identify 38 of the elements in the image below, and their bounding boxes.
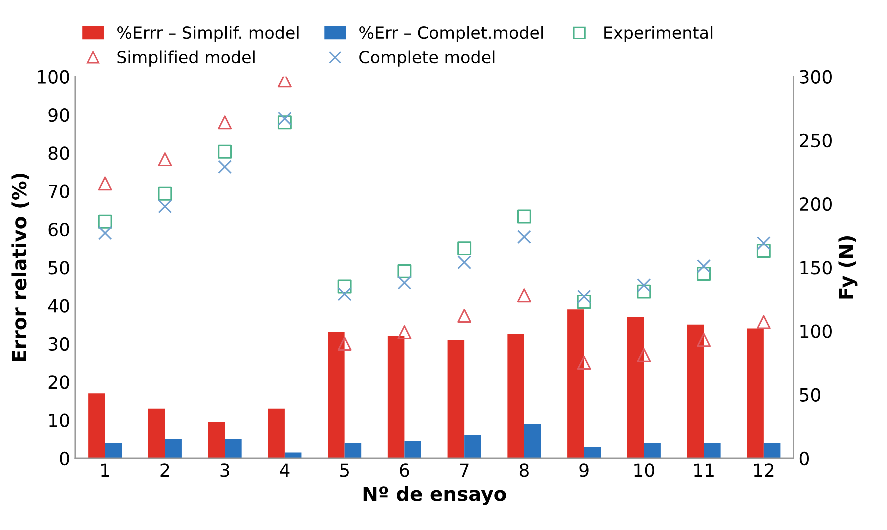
y-tick-label: 90: [48, 108, 70, 122]
legend-label: %Errr – Simplif. model: [118, 26, 299, 42]
y2-tick-label: 0: [800, 452, 810, 466]
y2-tick-label: 300: [800, 70, 832, 84]
legend-label: Experimental: [604, 26, 713, 42]
y-tick-label: 30: [48, 337, 70, 352]
y2-tick-label: 200: [800, 198, 832, 212]
x-tick-label: 12: [754, 464, 774, 478]
legend-label: %Err – Complet.model: [360, 26, 544, 42]
x-tick-label: 4: [280, 464, 290, 478]
x-tick-label: 3: [220, 464, 230, 478]
y2-tick-label: 250: [800, 134, 832, 148]
x-tick-label: 1: [102, 464, 110, 478]
legend-label: Complete model: [360, 50, 495, 67]
x-tick-label: 8: [520, 464, 529, 478]
x-axis-title: Nº de ensayo: [364, 486, 506, 506]
y-tick-label: 60: [48, 222, 70, 237]
x-tick-label: 6: [400, 464, 410, 478]
y-axis-title: Error relativo (%): [12, 174, 30, 362]
y2-tick-label: 100: [800, 324, 832, 338]
y2-axis-title: Fy (N): [838, 236, 858, 299]
y-tick-label: 50: [48, 261, 70, 275]
y-tick-label: 10: [50, 414, 70, 428]
x-tick-label: 9: [580, 464, 589, 478]
y-tick-label: 70: [49, 184, 70, 198]
x-tick-label: 7: [460, 464, 469, 478]
legend-label: Simplified model: [118, 50, 255, 67]
x-tick-label: 10: [634, 464, 654, 478]
y-tick-label: 40: [48, 299, 70, 313]
y2-tick-label: 150: [800, 261, 832, 275]
x-tick-label: 2: [160, 464, 170, 478]
y-tick-label: 100: [38, 70, 70, 84]
y-tick-label: 80: [48, 146, 70, 160]
y2-tick-label: 50: [800, 388, 820, 402]
y-tick-label: 0: [60, 452, 70, 466]
x-tick-label: 5: [340, 464, 349, 478]
y-tick-label: 20: [48, 376, 70, 390]
x-tick-label: 11: [694, 464, 714, 478]
